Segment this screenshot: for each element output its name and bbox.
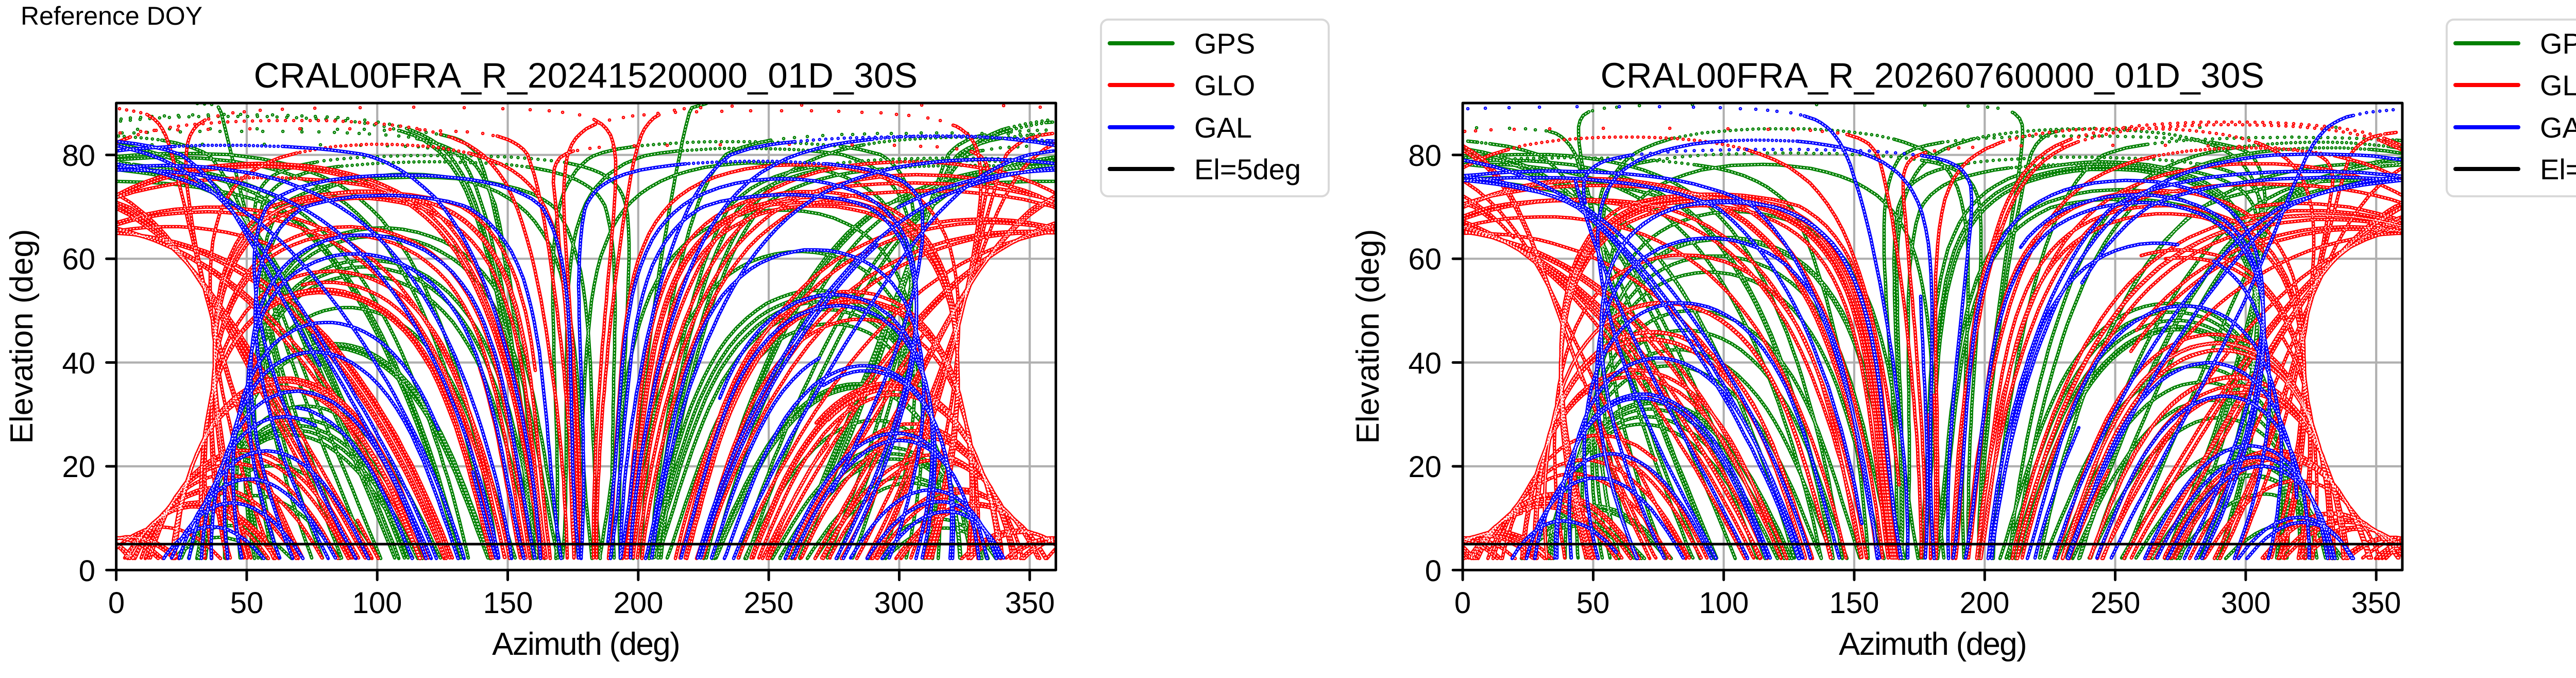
svg-text:150: 150 — [483, 586, 533, 620]
svg-text:80: 80 — [62, 139, 95, 173]
svg-text:40: 40 — [62, 347, 95, 380]
svg-text:350: 350 — [2351, 586, 2401, 620]
svg-text:Elevation (deg): Elevation (deg) — [1350, 229, 1386, 444]
svg-text:250: 250 — [744, 586, 794, 620]
svg-text:GAL: GAL — [2540, 111, 2576, 144]
svg-text:GPS: GPS — [1194, 27, 1255, 60]
svg-text:200: 200 — [614, 586, 664, 620]
svg-text:150: 150 — [1829, 586, 1879, 620]
svg-text:20: 20 — [62, 450, 95, 484]
svg-text:350: 350 — [1005, 586, 1055, 620]
svg-text:50: 50 — [230, 586, 264, 620]
svg-text:0: 0 — [1425, 554, 1442, 588]
svg-text:0: 0 — [108, 586, 125, 620]
svg-text:250: 250 — [2091, 586, 2141, 620]
svg-text:300: 300 — [2221, 586, 2271, 620]
svg-text:Elevation (deg): Elevation (deg) — [4, 229, 40, 444]
svg-text:80: 80 — [1408, 139, 1442, 173]
svg-text:GAL: GAL — [1194, 111, 1252, 144]
svg-text:CRAL00FRA_R_20260760000_01D_30: CRAL00FRA_R_20260760000_01D_30S — [1600, 56, 2264, 95]
svg-text:Azimuth (deg): Azimuth (deg) — [492, 626, 680, 662]
svg-text:GLO: GLO — [1194, 69, 1255, 101]
svg-text:100: 100 — [352, 586, 402, 620]
svg-text:Azimuth (deg): Azimuth (deg) — [1839, 626, 2026, 662]
svg-text:El=5deg: El=5deg — [1194, 153, 1301, 185]
svg-text:50: 50 — [1577, 586, 1610, 620]
svg-text:60: 60 — [1408, 243, 1442, 276]
svg-text:GPS: GPS — [2540, 27, 2576, 60]
svg-text:60: 60 — [62, 243, 95, 276]
svg-text:200: 200 — [1960, 586, 2010, 620]
svg-text:40: 40 — [1408, 347, 1442, 380]
svg-text:20: 20 — [1408, 450, 1442, 484]
svg-text:El=5deg: El=5deg — [2540, 153, 2576, 185]
svg-text:0: 0 — [1454, 586, 1471, 620]
svg-text:Reference DOY: Reference DOY — [21, 2, 202, 30]
svg-text:CRAL00FRA_R_20241520000_01D_30: CRAL00FRA_R_20241520000_01D_30S — [253, 56, 918, 95]
svg-text:300: 300 — [874, 586, 924, 620]
svg-text:GLO: GLO — [2540, 69, 2576, 101]
svg-text:100: 100 — [1699, 586, 1749, 620]
svg-text:0: 0 — [79, 554, 95, 588]
